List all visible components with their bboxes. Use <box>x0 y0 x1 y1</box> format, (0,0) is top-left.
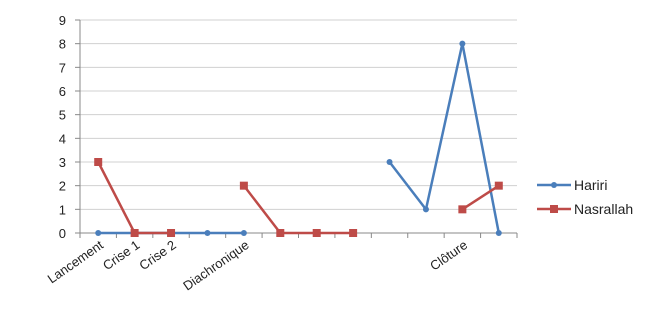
x-tick-label: Diachronique <box>180 237 251 293</box>
legend-label: Hariri <box>574 177 607 193</box>
y-tick-label: 7 <box>59 60 66 75</box>
y-tick-label: 9 <box>59 13 66 28</box>
y-tick-label: 5 <box>59 108 66 123</box>
data-point-hariri <box>386 159 393 165</box>
y-axis-ticks: 0 1 2 3 4 5 6 7 8 9 <box>59 13 80 241</box>
y-tick-label: 8 <box>59 37 66 52</box>
data-point-nasrallah <box>167 229 176 237</box>
y-tick-label: 3 <box>59 155 66 170</box>
data-point-hariri <box>459 40 466 47</box>
data-point-nasrallah <box>458 205 467 214</box>
legend: Hariri Nasrallah <box>537 177 633 217</box>
data-point-nasrallah <box>94 158 103 166</box>
series-line-segment-hariri <box>461 42 501 235</box>
data-point-hariri <box>204 230 211 236</box>
y-tick-label: 1 <box>59 202 66 217</box>
series-line-segment-hariri <box>424 42 464 211</box>
series-nasrallah <box>94 158 503 237</box>
x-tick-label: Clôture <box>427 237 470 273</box>
data-point-nasrallah <box>349 229 358 237</box>
x-tick-label: Crise 1 <box>100 237 142 273</box>
series-line-segment-hariri <box>388 160 428 211</box>
legend-item-hariri: Hariri <box>537 177 607 193</box>
x-tick-label: Lancement <box>45 237 107 286</box>
series-line-segment-nasrallah <box>96 160 136 235</box>
y-tick-label: 4 <box>59 131 66 146</box>
data-point-hariri <box>95 230 102 236</box>
data-point-nasrallah <box>276 229 285 237</box>
legend-marker <box>551 182 557 188</box>
x-tick-label: Crise 2 <box>136 237 178 273</box>
legend-marker <box>550 205 558 213</box>
data-point-nasrallah <box>312 229 321 237</box>
y-tick-label: 0 <box>59 226 66 241</box>
data-point-nasrallah <box>494 181 503 190</box>
legend-item-nasrallah: Nasrallah <box>537 201 633 217</box>
series-line-segment-nasrallah <box>461 184 501 211</box>
y-tick-label: 2 <box>59 179 66 194</box>
gridlines <box>80 19 517 210</box>
series-group <box>94 40 503 237</box>
axes <box>79 20 517 234</box>
data-point-nasrallah <box>130 229 139 237</box>
data-point-hariri <box>422 206 429 213</box>
data-point-nasrallah <box>239 181 248 190</box>
y-tick-label: 6 <box>59 84 66 99</box>
data-point-hariri <box>240 230 247 236</box>
series-hariri <box>95 40 502 236</box>
data-point-hariri <box>495 230 502 236</box>
legend-label: Nasrallah <box>574 201 633 217</box>
series-line-segment-nasrallah <box>242 184 282 235</box>
